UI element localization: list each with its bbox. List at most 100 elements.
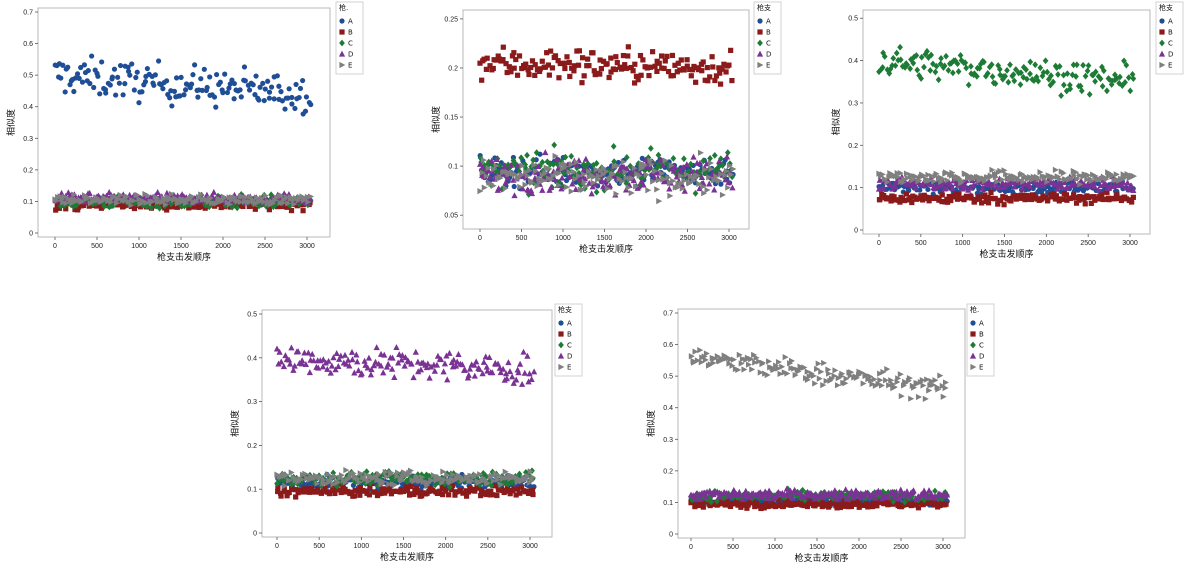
point-D bbox=[291, 362, 298, 369]
point-B bbox=[907, 194, 913, 201]
point-E bbox=[812, 380, 819, 387]
point-B bbox=[198, 203, 204, 210]
point-D bbox=[302, 361, 310, 368]
point-B bbox=[542, 64, 549, 70]
point-B bbox=[80, 202, 87, 208]
point-E bbox=[440, 468, 447, 475]
point-D bbox=[688, 168, 695, 175]
point-B bbox=[652, 63, 658, 69]
point-B bbox=[513, 492, 519, 498]
point-E bbox=[261, 198, 268, 206]
point-B bbox=[403, 484, 409, 490]
point-C bbox=[562, 153, 569, 161]
point-D bbox=[572, 185, 579, 192]
point-D bbox=[504, 174, 511, 181]
point-D bbox=[437, 356, 445, 363]
point-D bbox=[542, 149, 549, 156]
point-D bbox=[723, 153, 731, 160]
point-E bbox=[524, 172, 531, 179]
point-B bbox=[1104, 189, 1110, 195]
point-E bbox=[726, 162, 733, 169]
x-tick-label: 1500 bbox=[597, 235, 613, 242]
point-E bbox=[600, 171, 607, 178]
point-C bbox=[647, 144, 654, 152]
point-A bbox=[308, 101, 314, 108]
point-E bbox=[989, 166, 996, 174]
point-B bbox=[548, 48, 554, 54]
point-B bbox=[529, 58, 536, 64]
plot-frame bbox=[462, 9, 750, 230]
point-E bbox=[441, 476, 448, 483]
point-A bbox=[182, 87, 189, 93]
x-tick-label: 1500 bbox=[173, 243, 189, 250]
point-E bbox=[718, 171, 725, 178]
point-B bbox=[932, 501, 938, 507]
point-D bbox=[81, 198, 89, 205]
point-E bbox=[736, 351, 743, 359]
point-D bbox=[503, 375, 510, 382]
point-C bbox=[957, 51, 964, 59]
point-B bbox=[888, 198, 894, 204]
point-E bbox=[182, 200, 189, 207]
point-C bbox=[1040, 69, 1047, 76]
point-A bbox=[173, 75, 180, 81]
point-D bbox=[901, 490, 908, 497]
scatter-panel-3: 0 0.1 0.2 0.3 0.4 0.5 0 500 1000 1500 2000 2500 3000… bbox=[830, 1, 1184, 260]
point-E bbox=[884, 178, 891, 186]
point-B bbox=[516, 53, 523, 59]
point-E bbox=[1003, 170, 1010, 178]
legend-entry-label: A bbox=[766, 18, 771, 26]
point-C bbox=[988, 61, 995, 69]
point-D bbox=[344, 356, 352, 363]
point-C bbox=[1035, 77, 1042, 85]
point-E bbox=[530, 474, 537, 481]
point-E bbox=[326, 478, 333, 485]
point-C bbox=[918, 75, 924, 82]
point-D bbox=[864, 489, 871, 496]
point-B bbox=[561, 60, 568, 66]
point-E bbox=[362, 476, 369, 483]
point-C bbox=[1007, 61, 1013, 69]
point-D bbox=[476, 160, 484, 167]
point-E bbox=[834, 382, 841, 389]
point-D bbox=[970, 182, 977, 189]
y-tick-label: 0 bbox=[29, 231, 33, 238]
point-B bbox=[484, 491, 490, 498]
point-B bbox=[724, 497, 730, 504]
point-B bbox=[1102, 196, 1108, 202]
point-B bbox=[284, 493, 290, 499]
point-D bbox=[319, 363, 327, 370]
point-E bbox=[502, 185, 509, 192]
point-E bbox=[801, 364, 808, 371]
x-tick-label: 1000 bbox=[131, 243, 147, 250]
point-B bbox=[709, 54, 715, 60]
point-E bbox=[924, 376, 931, 383]
point-B bbox=[275, 484, 281, 491]
point-C bbox=[132, 199, 139, 207]
point-B bbox=[300, 208, 306, 214]
point-E bbox=[227, 201, 233, 208]
point-D bbox=[493, 156, 500, 162]
point-A bbox=[242, 78, 248, 84]
point-E bbox=[622, 169, 629, 176]
point-E bbox=[193, 198, 200, 205]
point-B bbox=[678, 57, 684, 63]
point-B bbox=[579, 80, 585, 86]
point-B bbox=[830, 500, 836, 507]
legend-marker bbox=[339, 18, 345, 24]
point-B bbox=[620, 52, 627, 59]
point-E bbox=[696, 180, 703, 188]
point-A bbox=[144, 65, 150, 72]
point-E bbox=[523, 168, 530, 176]
point-B bbox=[446, 492, 452, 498]
point-D bbox=[459, 361, 466, 368]
point-E bbox=[552, 152, 559, 160]
point-D bbox=[328, 362, 336, 369]
point-B bbox=[612, 66, 619, 73]
point-C bbox=[547, 160, 554, 168]
point-E bbox=[730, 356, 737, 363]
point-B bbox=[677, 67, 683, 73]
point-E bbox=[517, 183, 524, 191]
point-B bbox=[699, 68, 705, 74]
point-D bbox=[528, 376, 535, 382]
